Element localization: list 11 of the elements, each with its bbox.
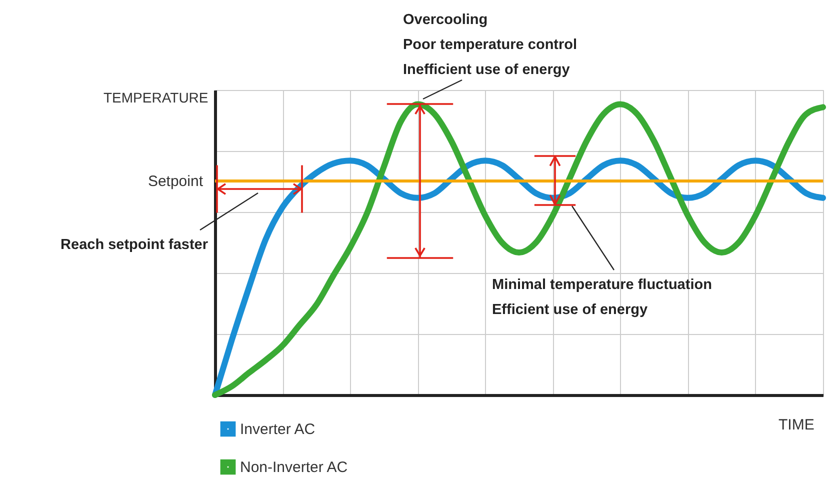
- annotation: Minimal temperature fluctuation: [492, 277, 712, 293]
- legend-label: Inverter AC: [240, 421, 316, 438]
- ref-line-label: Setpoint: [148, 173, 204, 190]
- text: Overcooling: [403, 12, 488, 28]
- annotation: Efficient use of energy: [492, 302, 648, 318]
- x-axis-title: TIME: [778, 416, 814, 434]
- y-axis-title: TEMPERATURE: [104, 90, 208, 106]
- text: Inefficient use of energy: [403, 62, 570, 78]
- text: Poor temperature control: [403, 37, 578, 53]
- legend-label: Non-Inverter AC: [240, 459, 348, 476]
- text: Reach setpoint faster: [60, 237, 208, 253]
